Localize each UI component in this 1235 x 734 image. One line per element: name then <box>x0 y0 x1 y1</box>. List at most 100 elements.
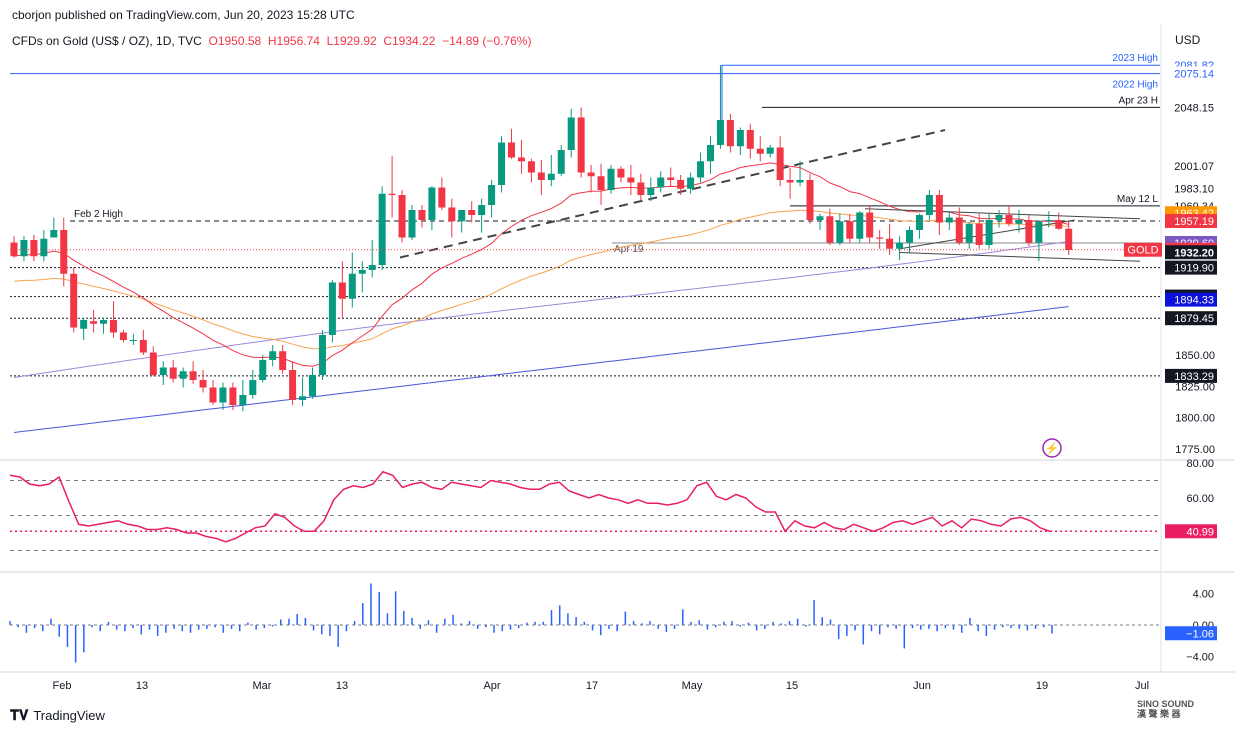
candle-body <box>537 172 545 180</box>
time-tick-label: Apr <box>483 680 500 692</box>
candle-body <box>567 117 575 150</box>
footer-brand-name: TradingView <box>33 708 105 723</box>
candle-body <box>796 180 804 183</box>
rsi-line <box>9 470 1051 543</box>
candle-body <box>378 193 386 265</box>
candle-body <box>90 321 98 324</box>
candle-body <box>468 210 476 215</box>
histogram-pane[interactable] <box>9 583 1160 663</box>
candle-body <box>756 148 764 154</box>
price-tag-text: 1879.45 <box>1174 313 1214 325</box>
price-tag-text: 1894.33 <box>1174 295 1214 307</box>
candle-body <box>219 387 227 403</box>
candle-body <box>448 207 456 222</box>
candle-body <box>299 396 307 400</box>
price-tag-text: 1983.10 <box>1174 184 1214 196</box>
candle-body <box>816 216 824 220</box>
rsi-pane[interactable] <box>9 470 1160 551</box>
trendline-dashed <box>399 129 946 259</box>
low-value: L1929.92 <box>326 34 377 48</box>
candle-body <box>428 187 436 220</box>
candle-body <box>965 223 973 243</box>
candle-body <box>517 157 525 162</box>
price-tag-text: 1919.90 <box>1174 263 1214 275</box>
time-tick-label: 13 <box>136 680 148 692</box>
price-tag-bg <box>1165 311 1217 326</box>
footer-brand[interactable]: 𝐓𝐕 TradingView <box>10 707 105 724</box>
candle-body <box>388 193 396 195</box>
candle-body <box>418 210 426 220</box>
currency-label[interactable]: USD <box>1175 33 1201 47</box>
rsi-tag-text: 40.99 <box>1186 526 1214 538</box>
candle-body <box>119 332 127 340</box>
rsi-tick-label: 80.00 <box>1186 458 1214 470</box>
candle-body <box>647 187 655 195</box>
time-tick-label: May <box>682 680 703 692</box>
candle-body <box>179 371 187 379</box>
high-value: H1956.74 <box>267 34 320 48</box>
candle-body <box>1035 221 1043 243</box>
open-value: O1950.58 <box>208 34 262 48</box>
trendline-wedge-bottom <box>899 252 1141 262</box>
candle-body <box>617 168 625 178</box>
candle-body <box>985 220 993 245</box>
trendline-wedge-top <box>864 208 1141 220</box>
candle-body <box>836 221 844 243</box>
candle-body <box>547 173 555 180</box>
watermark-line1: SINO SOUND <box>1137 699 1195 709</box>
candle-body <box>100 320 108 324</box>
candle-body <box>776 147 784 180</box>
candle-body <box>1025 220 1033 243</box>
candle-body <box>508 142 515 158</box>
time-tick-label: 15 <box>786 680 798 692</box>
level-label: 2023 High <box>1112 53 1158 64</box>
lightning-icon-glyph: ⚡ <box>1045 442 1059 455</box>
time-tick-label: Feb <box>53 680 72 692</box>
candle-body <box>199 380 207 388</box>
candle-body <box>189 371 197 380</box>
candle-body <box>915 215 923 230</box>
candle-body <box>169 367 177 379</box>
candle-body <box>876 237 884 239</box>
candle-body <box>886 238 894 249</box>
candle-body <box>139 340 147 353</box>
candle-body <box>697 161 705 178</box>
gold-label: GOLD <box>1127 245 1158 257</box>
candle-body <box>458 210 466 222</box>
time-tick-label: Jun <box>913 680 931 692</box>
close-value: C1934.22 <box>383 34 436 48</box>
candle-body <box>975 223 983 245</box>
candle-body <box>398 195 406 238</box>
sino-sound-watermark: SINO SOUND 漢 聲 樂 器 <box>1137 699 1194 719</box>
candle-body <box>866 212 874 238</box>
candle-body <box>159 367 167 375</box>
candle-body <box>80 320 88 329</box>
symbol-title[interactable]: CFDs on Gold (US$ / OZ), 1D, TVC <box>12 34 202 48</box>
candle-body <box>955 217 963 243</box>
candle-body <box>70 273 78 328</box>
candle-body <box>597 176 605 190</box>
price-tag-text: 2001.07 <box>1174 161 1214 173</box>
candle-body <box>906 230 913 243</box>
level-label: Feb 2 High <box>74 209 123 220</box>
candle-body <box>627 177 635 183</box>
candle-body <box>348 273 356 299</box>
candle-body <box>826 216 834 243</box>
price-tag-bg <box>1165 100 1217 115</box>
candle-body <box>30 240 38 257</box>
price-tag-text: 1833.29 <box>1174 371 1214 383</box>
price-tick-label: 1850.00 <box>1175 350 1215 362</box>
candle-body <box>50 230 58 238</box>
candle-body <box>279 351 287 370</box>
price-tag-text: 1957.19 <box>1174 216 1214 228</box>
candle-body <box>557 150 565 174</box>
candle-body <box>110 320 117 333</box>
change-value: −14.89 (−0.76%) <box>442 34 532 48</box>
candle-body <box>667 177 675 180</box>
price-pane[interactable]: 2023 High 2022 High Apr 23 H May 12 L Feb 2 … <box>10 53 1160 458</box>
publisher-line: cborjon published on TradingView.com, Ju… <box>12 8 355 22</box>
candle-body <box>239 395 247 405</box>
candle-body <box>259 360 267 380</box>
time-tick-label: Jul <box>1135 680 1149 692</box>
